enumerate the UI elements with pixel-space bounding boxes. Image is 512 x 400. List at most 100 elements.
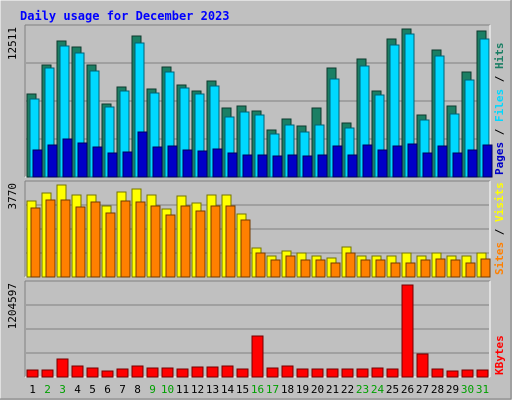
bar-pages-day-28 [437, 145, 448, 178]
x-tick-label-11: 11 [176, 383, 189, 396]
bar-kbytes-day-25 [386, 368, 399, 378]
bar-pages-day-27 [422, 152, 433, 178]
bar-sites-day-5 [90, 201, 101, 278]
bar-pages-day-23 [362, 144, 373, 178]
bar-sites-day-15 [240, 219, 251, 278]
bar-pages-day-18 [287, 154, 298, 178]
bar-sites-day-25 [390, 262, 401, 278]
bar-pages-day-7 [122, 151, 133, 178]
bar-sites-day-1 [30, 207, 41, 278]
legend-item-visits: Visits [493, 182, 506, 222]
bar-kbytes-day-13 [206, 366, 219, 378]
legend-item-kbytes: KBytes [493, 335, 506, 375]
bar-sites-day-31 [480, 258, 491, 278]
x-tick-label-27: 27 [416, 383, 429, 396]
legend-item-sites: Sites [493, 242, 506, 275]
bar-pages-day-8 [137, 131, 148, 178]
x-tick-label-31: 31 [476, 383, 489, 396]
bar-kbytes-day-17 [266, 367, 279, 378]
legend-hits-files-pages: Pages / Files / Hits [493, 43, 506, 176]
x-tick-label-23: 23 [356, 383, 369, 396]
x-axis-labels: 1 2 3 4 5 6 7 8 9 10 11 12 13 14 15 16 17 18 19 20 21 22 23 24 2… [29, 383, 489, 396]
x-tick-label-4: 4 [74, 383, 81, 396]
bar-kbytes-day-29 [446, 370, 459, 378]
chart-title: Daily usage for December 2023 [20, 9, 230, 23]
bar-kbytes-day-31 [476, 369, 489, 378]
x-tick-label-19: 19 [296, 383, 309, 396]
bar-kbytes-day-5 [86, 367, 99, 378]
x-tick-label-21: 21 [326, 383, 339, 396]
x-tick-label-25: 25 [386, 383, 399, 396]
bar-sites-day-6 [105, 212, 116, 278]
panel-kbytes: 1204597 KBytes [6, 280, 506, 378]
bar-kbytes-day-26 [401, 284, 414, 378]
x-tick-label-12: 12 [191, 383, 204, 396]
bar-sites-day-26 [405, 262, 416, 278]
bar-kbytes-day-11 [176, 368, 189, 378]
bar-pages-day-29 [452, 152, 463, 178]
bar-kbytes-day-20 [311, 368, 324, 378]
bar-sites-day-29 [450, 259, 461, 278]
x-tick-label-14: 14 [221, 383, 235, 396]
bar-pages-day-1 [32, 149, 43, 178]
legend-item-files: Files [493, 89, 506, 122]
bar-kbytes-day-4 [71, 365, 84, 378]
bar-pages-day-21 [332, 145, 343, 178]
bar-sites-day-3 [60, 199, 71, 278]
bar-sites-day-16 [255, 252, 266, 278]
bar-kbytes-day-7 [116, 368, 129, 378]
bar-kbytes-day-16 [251, 335, 264, 378]
legend-kbytes: KBytes [493, 335, 506, 375]
x-tick-label-2: 2 [44, 383, 51, 396]
bar-sites-day-12 [195, 210, 206, 278]
bar-kbytes-day-23 [356, 368, 369, 378]
bar-sites-day-28 [435, 258, 446, 278]
bar-sites-day-30 [465, 262, 476, 278]
bar-pages-day-15 [242, 154, 253, 178]
bar-pages-day-10 [167, 145, 178, 178]
bar-pages-day-2 [47, 144, 58, 178]
bar-kbytes-day-12 [191, 366, 204, 378]
bar-kbytes-day-15 [236, 368, 249, 378]
bar-sites-day-7 [120, 200, 131, 278]
x-tick-label-22: 22 [341, 383, 354, 396]
bar-pages-day-4 [77, 142, 88, 178]
bar-kbytes-day-1 [26, 369, 39, 378]
bar-pages-day-31 [482, 144, 493, 178]
bar-sites-day-20 [315, 259, 326, 278]
bar-pages-day-5 [92, 146, 103, 178]
legend-separator: / [493, 222, 506, 242]
bar-kbytes-day-30 [461, 369, 474, 378]
bar-kbytes-day-27 [416, 353, 429, 378]
bar-sites-day-4 [75, 206, 86, 278]
bar-kbytes-day-2 [41, 369, 54, 378]
y-max-label-kbytes: 1204597 [6, 283, 19, 329]
bar-sites-day-9 [150, 205, 161, 278]
bar-pages-day-17 [272, 155, 283, 178]
legend-separator: / [493, 69, 506, 89]
panel-visits-sites: 3770 Sites / Visits [6, 180, 506, 278]
bar-kbytes-day-24 [371, 367, 384, 378]
bar-sites-day-13 [210, 205, 221, 278]
bar-pages-day-24 [377, 149, 388, 178]
bar-sites-day-10 [165, 214, 176, 278]
bar-sites-day-8 [135, 201, 146, 278]
bar-kbytes-day-28 [431, 368, 444, 378]
bar-pages-day-19 [302, 155, 313, 178]
bar-kbytes-day-22 [341, 368, 354, 378]
x-tick-label-17: 17 [266, 383, 279, 396]
bar-pages-day-16 [257, 154, 268, 178]
legend-visits-sites: Sites / Visits [493, 182, 506, 275]
bar-pages-day-25 [392, 145, 403, 178]
bar-kbytes-day-8 [131, 365, 144, 378]
x-tick-label-24: 24 [371, 383, 385, 396]
x-tick-label-9: 9 [149, 383, 156, 396]
bar-sites-day-17 [270, 259, 281, 278]
x-tick-label-7: 7 [119, 383, 126, 396]
bar-kbytes-day-6 [101, 370, 114, 378]
x-tick-label-3: 3 [59, 383, 66, 396]
bar-sites-day-2 [45, 199, 56, 278]
panel-hits-files-pages: 12511 Pages / Files / Hits [6, 24, 506, 178]
bar-kbytes-day-9 [146, 367, 159, 378]
